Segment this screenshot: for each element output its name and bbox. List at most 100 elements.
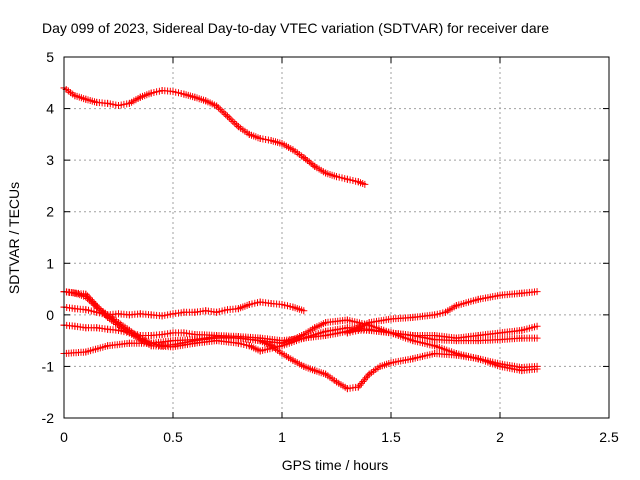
data-point bbox=[93, 324, 101, 332]
data-point bbox=[158, 330, 166, 338]
x-tick-label: 1.5 bbox=[381, 429, 401, 445]
data-point bbox=[533, 334, 541, 342]
data-point bbox=[125, 311, 133, 319]
data-point bbox=[518, 289, 526, 297]
data-point bbox=[496, 329, 504, 337]
data-point bbox=[191, 93, 199, 101]
x-axis-label: GPS time / hours bbox=[282, 457, 389, 473]
data-point bbox=[104, 99, 112, 107]
data-point bbox=[387, 329, 395, 337]
data-point bbox=[224, 306, 231, 314]
data-point bbox=[387, 315, 395, 323]
data-point bbox=[376, 362, 384, 370]
y-tick-label: 4 bbox=[46, 101, 54, 117]
data-point bbox=[82, 290, 90, 298]
data-point bbox=[82, 95, 90, 103]
data-point bbox=[71, 305, 79, 313]
data-point bbox=[474, 331, 482, 339]
data-point bbox=[300, 154, 308, 162]
data-point bbox=[213, 308, 221, 316]
data-point bbox=[125, 329, 133, 337]
data-point bbox=[333, 173, 340, 181]
data-point bbox=[354, 383, 362, 391]
data-point bbox=[431, 350, 439, 358]
data-point bbox=[343, 385, 351, 393]
data-point bbox=[147, 342, 155, 350]
data-point bbox=[409, 313, 417, 321]
data-point bbox=[354, 178, 362, 186]
data-point bbox=[452, 302, 460, 310]
data-point bbox=[300, 307, 308, 315]
data-point bbox=[365, 319, 373, 327]
data-point bbox=[169, 343, 177, 351]
data-point bbox=[343, 175, 351, 183]
data-point bbox=[518, 334, 526, 342]
data-point bbox=[82, 306, 90, 314]
data-point bbox=[533, 288, 541, 296]
y-tick-label: 2 bbox=[46, 204, 54, 220]
chart-title: Day 099 of 2023, Sidereal Day-to-day VTE… bbox=[42, 20, 549, 36]
y-tick-label: 3 bbox=[46, 152, 54, 168]
data-point bbox=[267, 300, 275, 308]
x-tick-label: 0 bbox=[60, 429, 68, 445]
data-point bbox=[213, 337, 221, 345]
data-point bbox=[93, 98, 101, 106]
data-point bbox=[496, 336, 504, 344]
y-axis-label: SDTVAR / TECUs bbox=[6, 182, 22, 294]
data-point bbox=[533, 322, 541, 330]
data-point bbox=[365, 326, 373, 334]
data-point bbox=[267, 137, 275, 145]
data-point bbox=[169, 88, 177, 96]
data-point bbox=[224, 112, 231, 120]
data-point bbox=[71, 92, 79, 100]
data-point bbox=[518, 326, 526, 334]
ticks bbox=[63, 56, 610, 419]
x-tick-label: 1 bbox=[278, 429, 286, 445]
data-point bbox=[82, 348, 90, 356]
data-point bbox=[136, 93, 144, 101]
data-point bbox=[311, 162, 319, 170]
data-point bbox=[300, 334, 308, 342]
data-point bbox=[180, 308, 188, 316]
data-point bbox=[147, 311, 155, 319]
tick-labels: 0 0.5 1 1.5 2 2.5 -2 -1 0 1 2 3 4 5 bbox=[42, 49, 619, 445]
data-point bbox=[289, 303, 297, 311]
data-point bbox=[365, 370, 373, 378]
data-point bbox=[278, 140, 286, 148]
x-tick-label: 2 bbox=[496, 429, 504, 445]
plot-frame bbox=[63, 56, 610, 419]
data-point bbox=[234, 305, 242, 313]
data-point bbox=[245, 342, 253, 350]
data-point bbox=[245, 301, 253, 309]
data-point bbox=[82, 324, 90, 332]
y-tick-label: -2 bbox=[42, 410, 55, 426]
x-tick-label: 2.5 bbox=[599, 429, 619, 445]
y-tick-label: 5 bbox=[46, 49, 54, 65]
data-point bbox=[115, 326, 122, 334]
data-point bbox=[191, 339, 199, 347]
data-point bbox=[518, 363, 526, 371]
data-point bbox=[289, 356, 297, 364]
data-point bbox=[147, 89, 155, 97]
data-point bbox=[234, 123, 242, 131]
x-tick-label: 0.5 bbox=[163, 429, 183, 445]
data-point bbox=[311, 324, 319, 332]
data-point bbox=[180, 329, 188, 337]
data-point bbox=[278, 301, 286, 309]
data-point bbox=[256, 134, 264, 142]
data-point bbox=[533, 362, 541, 370]
data-point bbox=[158, 87, 166, 95]
data-point bbox=[147, 331, 155, 339]
data-point bbox=[409, 355, 417, 363]
data-point bbox=[311, 367, 319, 375]
data-point bbox=[496, 291, 504, 299]
data-point bbox=[180, 90, 188, 98]
data-point bbox=[278, 342, 286, 350]
data-point bbox=[322, 370, 330, 378]
data-point bbox=[442, 308, 449, 316]
data-point bbox=[202, 97, 210, 105]
data-point bbox=[322, 331, 330, 339]
data-point bbox=[300, 362, 308, 370]
data-point bbox=[333, 378, 340, 386]
data-point bbox=[104, 313, 112, 321]
